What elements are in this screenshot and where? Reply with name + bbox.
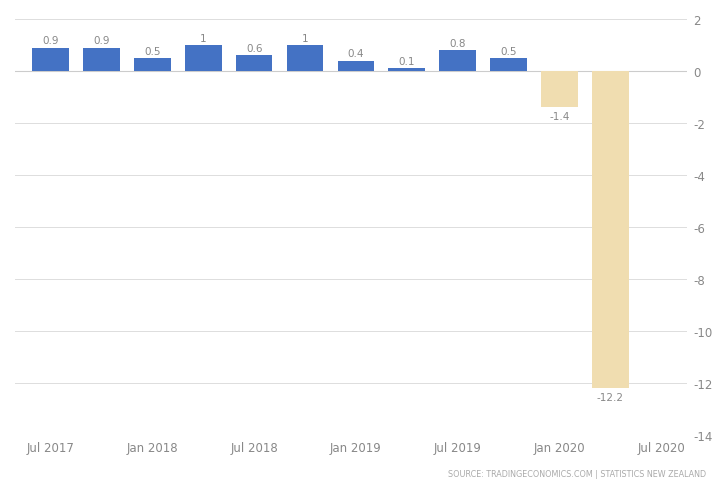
Text: 0.5: 0.5 xyxy=(500,47,517,57)
Text: SOURCE: TRADINGECONOMICS.COM | STATISTICS NEW ZEALAND: SOURCE: TRADINGECONOMICS.COM | STATISTIC… xyxy=(448,469,706,478)
Bar xyxy=(83,48,120,72)
Bar xyxy=(287,46,323,72)
Text: 1: 1 xyxy=(301,34,309,44)
Bar xyxy=(541,72,578,108)
Text: -12.2: -12.2 xyxy=(597,392,624,402)
Bar xyxy=(134,59,170,72)
Bar xyxy=(32,48,69,72)
Text: 0.1: 0.1 xyxy=(398,57,415,67)
Text: -1.4: -1.4 xyxy=(550,112,569,122)
Bar xyxy=(389,69,425,72)
Bar xyxy=(440,51,476,72)
Bar xyxy=(185,46,221,72)
Bar xyxy=(592,72,629,388)
Text: 0.4: 0.4 xyxy=(348,49,364,60)
Text: 0.9: 0.9 xyxy=(93,36,110,46)
Text: 0.6: 0.6 xyxy=(246,44,262,54)
Bar xyxy=(490,59,527,72)
Bar xyxy=(338,61,374,72)
Text: 0.9: 0.9 xyxy=(42,36,59,46)
Text: 0.5: 0.5 xyxy=(144,47,161,57)
Text: 0.8: 0.8 xyxy=(449,39,466,49)
Text: 1: 1 xyxy=(200,34,207,44)
Bar xyxy=(236,56,272,72)
